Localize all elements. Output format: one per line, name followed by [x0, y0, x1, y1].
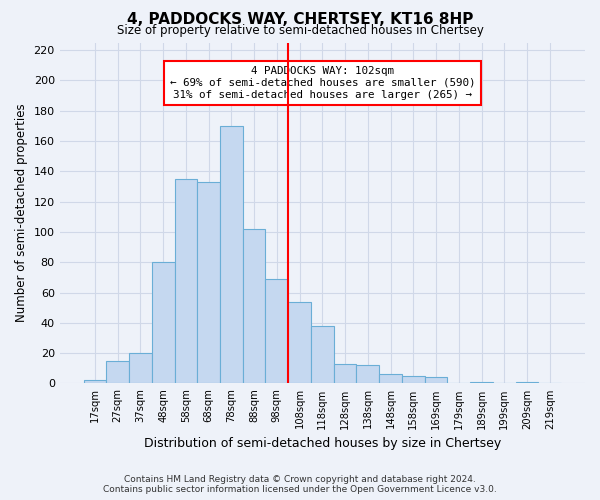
Text: 4 PADDOCKS WAY: 102sqm
← 69% of semi-detached houses are smaller (590)
31% of se: 4 PADDOCKS WAY: 102sqm ← 69% of semi-det…	[170, 66, 475, 100]
Bar	[129, 353, 152, 384]
Bar	[197, 182, 220, 384]
Bar	[425, 378, 448, 384]
Bar	[470, 382, 493, 384]
Bar	[106, 360, 129, 384]
Text: Size of property relative to semi-detached houses in Chertsey: Size of property relative to semi-detach…	[116, 24, 484, 37]
X-axis label: Distribution of semi-detached houses by size in Chertsey: Distribution of semi-detached houses by …	[144, 437, 501, 450]
Text: Contains HM Land Registry data © Crown copyright and database right 2024.
Contai: Contains HM Land Registry data © Crown c…	[103, 474, 497, 494]
Bar	[334, 364, 356, 384]
Bar	[152, 262, 175, 384]
Y-axis label: Number of semi-detached properties: Number of semi-detached properties	[15, 104, 28, 322]
Bar	[243, 229, 265, 384]
Bar	[288, 302, 311, 384]
Bar	[379, 374, 402, 384]
Bar	[356, 365, 379, 384]
Bar	[311, 326, 334, 384]
Bar	[220, 126, 243, 384]
Bar	[515, 382, 538, 384]
Text: 4, PADDOCKS WAY, CHERTSEY, KT16 8HP: 4, PADDOCKS WAY, CHERTSEY, KT16 8HP	[127, 12, 473, 28]
Bar	[265, 279, 288, 384]
Bar	[175, 179, 197, 384]
Bar	[83, 380, 106, 384]
Bar	[402, 376, 425, 384]
